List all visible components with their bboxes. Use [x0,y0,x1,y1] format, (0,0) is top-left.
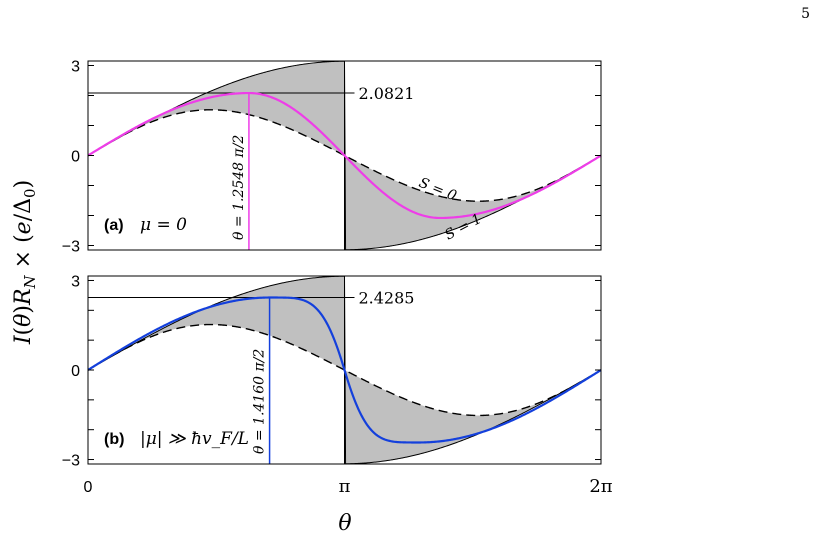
peak-theta-label: θ = 1.2548 π/2 [231,135,247,240]
y-tick-label: −3 [62,453,80,470]
shaded-region-lower [344,276,601,464]
shaded-region-lower [344,61,601,250]
x-tick-label: π [339,476,351,497]
panel-condition: |μ| ≫ ħv_F/L [140,429,249,449]
shaded-region-upper [88,61,345,156]
x-tick-label: 2π [589,476,612,497]
page-number: 5 [801,6,810,22]
peak-theta-label: θ = 1.4160 π/2 [252,349,268,454]
y-tick-label: 3 [71,59,80,76]
x-tick-label: 0 [84,479,93,496]
peak-value-label: 2.4285 [358,289,414,308]
x-axis-label: θ [338,511,351,536]
shaded-region-upper [88,276,345,370]
panel-condition: μ = 0 [140,215,187,235]
y-tick-label: 0 [71,149,80,166]
panel-label: (b) [104,431,124,448]
y-tick-label: 0 [71,363,80,380]
peak-value-label: 2.0821 [358,84,414,103]
y-tick-label: 3 [71,273,80,290]
current-phase-curve [88,296,601,444]
dashed-s0-curve [88,323,601,417]
current-phase-curve [88,91,601,220]
dashed-s0-curve [88,109,601,202]
y-axis-label: I(θ)RN × (e/Δ0) [11,180,39,345]
y-tick-label: −3 [62,239,80,256]
panel-label: (a) [104,217,124,234]
